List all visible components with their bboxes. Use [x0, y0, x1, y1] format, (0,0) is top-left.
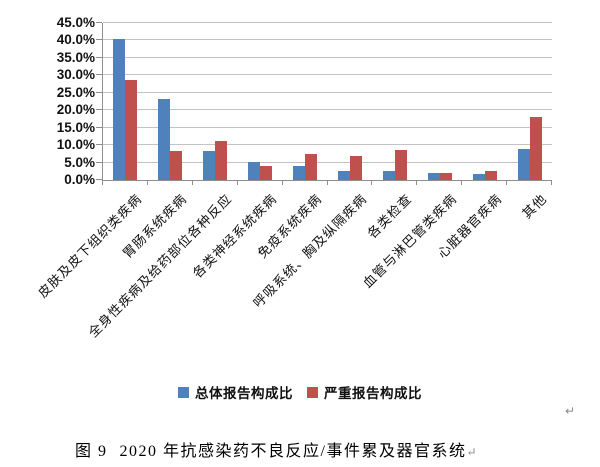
bar-serious-5	[305, 154, 318, 180]
y-axis-tick-label: 45.0%	[56, 15, 95, 30]
gridline	[103, 144, 552, 146]
bar-chart: 0.0% 5.0% 10.0% 15.0% 20.0% 25.0% 30.0% 35.0% 40…	[15, 15, 585, 401]
y-axis-tick-label: 40.0%	[56, 32, 95, 48]
y-axis-tick	[96, 56, 102, 58]
x-axis-tick	[237, 180, 238, 185]
legend-swatch-icon	[178, 386, 189, 398]
y-axis-tick	[96, 179, 102, 180]
bar-serious-2	[170, 150, 183, 180]
y-axis-tick-label: 20.0%	[56, 102, 95, 118]
y-axis-tick	[96, 109, 102, 111]
bar-total-9	[472, 174, 485, 180]
bar-total-7	[382, 170, 395, 180]
gridline	[103, 56, 552, 58]
bar-serious-4	[260, 166, 273, 180]
y-axis-tick	[96, 144, 102, 146]
bar-serious-9	[484, 170, 497, 180]
bar-total-6	[337, 170, 350, 180]
figure-caption-text: 2020 年抗感染药不良反应/事件累及器官系统	[119, 443, 467, 460]
x-axis-category-label: 呼吸系统、胸及纵隔疾病	[250, 191, 370, 311]
x-axis-category-label: 各类检查	[364, 191, 415, 242]
figure-caption: 图 9 2020 年抗感染药不良反应/事件累及器官系统↵	[75, 437, 477, 461]
x-axis-tick	[102, 180, 103, 185]
gridline	[103, 126, 552, 128]
x-axis-tick	[416, 180, 417, 185]
bar-serious-8	[439, 173, 452, 180]
y-axis-tick	[96, 22, 102, 23]
legend-entry: 严重报告构成比	[307, 382, 422, 402]
legend-label: 总体报告构成比	[195, 386, 293, 401]
bar-total-5	[293, 166, 306, 180]
legend-swatch-icon	[307, 386, 318, 398]
gridline	[103, 74, 552, 76]
x-axis-tick	[371, 180, 372, 185]
bar-serious-1	[125, 79, 138, 180]
y-axis-tick-label: 35.0%	[56, 49, 95, 65]
x-axis-tick	[147, 180, 148, 185]
figure-number-label: 图 9	[75, 443, 108, 460]
x-axis-tick	[192, 180, 193, 185]
y-axis-tick	[96, 74, 102, 76]
x-axis-category-label: 血管与淋巴管类疾病	[359, 191, 460, 291]
y-axis-tick-label: 0.0%	[64, 172, 95, 187]
gridline	[103, 39, 552, 41]
bar-total-10	[517, 149, 530, 180]
x-axis-tick	[506, 180, 507, 185]
gridline	[103, 22, 552, 23]
x-axis-tick	[282, 180, 283, 185]
legend-entry: 总体报告构成比	[178, 382, 293, 402]
x-axis-tick	[551, 180, 552, 185]
bar-total-4	[248, 161, 261, 180]
y-axis-tick	[96, 126, 102, 128]
bar-total-1	[113, 39, 126, 180]
bar-serious-6	[349, 155, 362, 180]
x-axis-category-label: 全身性疾病及给药部位各种反应	[85, 191, 235, 341]
x-axis-tick	[461, 180, 462, 185]
y-axis-tick	[96, 161, 102, 163]
paragraph-mark: ↵	[565, 404, 576, 418]
y-axis-tick-label: 5.0%	[64, 154, 95, 170]
x-axis-tick	[327, 180, 328, 185]
caption-paragraph-mark: ↵	[466, 445, 477, 459]
gridline	[103, 109, 552, 111]
chart-legend: 总体报告构成比 严重报告构成比	[15, 383, 585, 401]
bar-total-8	[427, 173, 440, 180]
gridline	[103, 161, 552, 163]
y-axis-tick-label: 10.0%	[56, 137, 95, 153]
bar-serious-3	[215, 141, 228, 180]
x-axis-category-label: 各类神经系统疾病	[189, 191, 280, 281]
y-axis-tick-label: 30.0%	[56, 67, 95, 83]
y-axis-tick-label: 15.0%	[56, 119, 95, 135]
legend-label: 严重报告构成比	[324, 386, 422, 401]
bar-serious-10	[529, 116, 542, 180]
x-axis-category-label: 其他	[518, 191, 550, 222]
y-axis-tick-label: 25.0%	[56, 84, 95, 100]
x-axis-category-label: 免疫系统疾病	[254, 191, 325, 262]
bar-total-3	[203, 150, 216, 180]
x-axis-category-label: 心脏器官疾病	[434, 191, 505, 262]
gridline	[103, 91, 552, 93]
bar-total-2	[158, 99, 171, 180]
y-axis-tick	[96, 91, 102, 93]
plot-area	[102, 22, 552, 181]
y-axis-tick	[96, 39, 102, 41]
x-axis-category-label: 胃肠系统疾病	[119, 191, 190, 262]
bar-serious-7	[394, 150, 407, 180]
